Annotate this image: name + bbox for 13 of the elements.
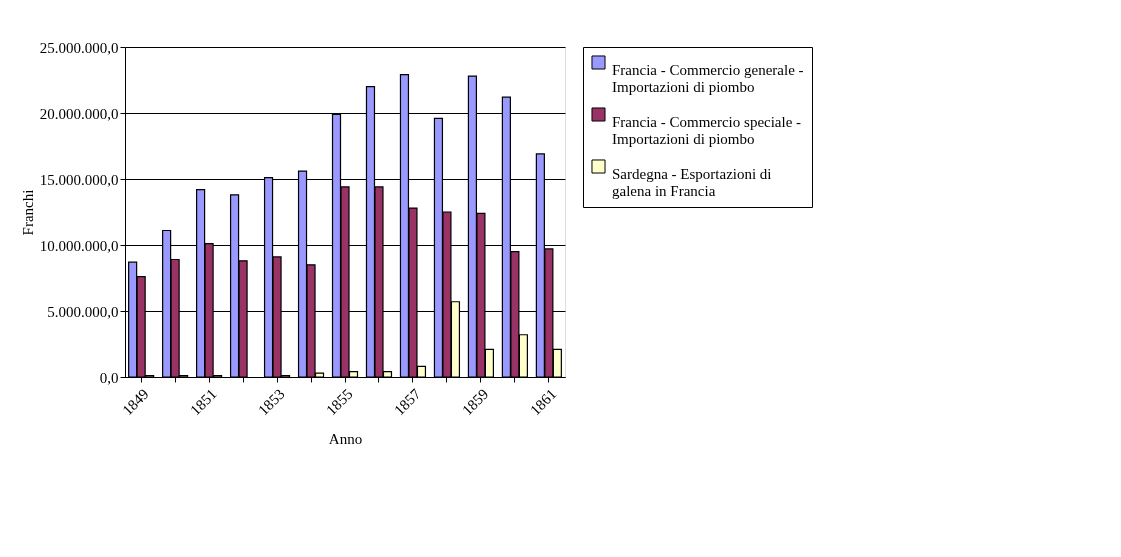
x-tick-label: 1861: [526, 385, 560, 419]
legend-label: Sardegna - Esportazioni di galena in Francia: [612, 165, 772, 199]
y-axis-title: Franchi: [19, 189, 36, 236]
legend-label: Francia - Commercio generale - Importazioni di piombo: [612, 61, 804, 95]
y-tick-label: 10.000.000,0: [39, 237, 119, 254]
y-tick-label: 25.000.000,0: [39, 39, 119, 56]
legend-label: Francia - Commercio speciale - Importazioni di piombo: [612, 113, 802, 147]
y-tick-label: 20.000.000,0: [39, 105, 119, 122]
y-tick-label: 15.000.000,0: [39, 171, 119, 188]
x-tick-label: 1851: [187, 385, 220, 419]
y-tick-label: 0,0: [99, 369, 119, 386]
y-tick-label: 5.000.000,0: [47, 303, 119, 320]
x-axis-title: Anno: [328, 431, 363, 448]
